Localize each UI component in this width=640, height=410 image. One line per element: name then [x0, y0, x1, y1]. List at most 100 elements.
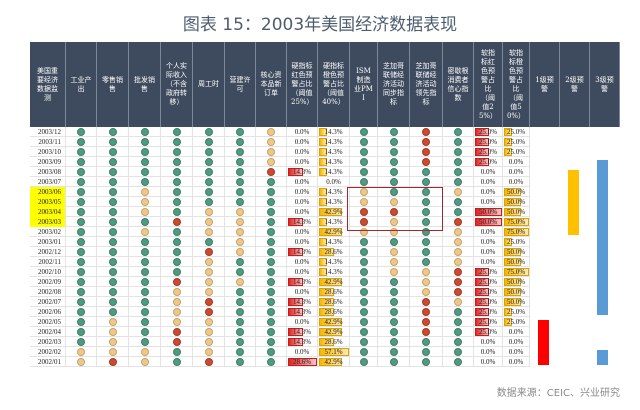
soft-green-dot-icon	[389, 188, 398, 196]
signal-cell	[378, 297, 410, 307]
signal-cell	[350, 187, 378, 197]
data-bar	[475, 328, 489, 336]
hard-orange-dot-icon	[172, 288, 181, 296]
signal-cell	[350, 197, 378, 207]
signal-cell	[66, 227, 97, 237]
percent-value: 14.3%	[324, 268, 343, 276]
soft-orange-cell: 50.0%	[503, 207, 530, 217]
data-bar	[288, 358, 317, 366]
month-label: 2003/10	[30, 147, 66, 157]
signal-cell	[256, 277, 287, 287]
data-bar	[319, 358, 342, 366]
hard-green-dot-icon	[172, 228, 181, 236]
signal-cell	[66, 297, 97, 307]
hard-green-dot-icon	[108, 288, 117, 296]
signal-cell	[129, 247, 161, 257]
signal-cell	[97, 257, 129, 267]
soft-green-dot-icon	[359, 258, 368, 266]
signal-cell	[256, 257, 287, 267]
source-note: 数据来源：CEIC、兴业研究	[496, 388, 620, 399]
soft-green-dot-icon	[422, 208, 430, 216]
hard-red-cell: 14.3%	[287, 247, 318, 257]
percent-value: 14.3%	[292, 278, 312, 286]
signal-cell	[66, 337, 97, 347]
data-bar	[319, 288, 335, 296]
soft-red-cell: 25.0%	[474, 277, 503, 287]
hard-green-dot-icon	[108, 198, 117, 206]
signal-cell	[97, 347, 129, 357]
signal-cell	[256, 287, 287, 297]
hard-green-dot-icon	[77, 158, 85, 166]
percent-value: 14.3%	[292, 308, 312, 316]
signal-cell	[225, 197, 256, 207]
signal-cell	[193, 247, 225, 257]
hard-green-dot-icon	[267, 218, 275, 226]
signal-cell	[161, 287, 193, 297]
percent-value: 14.3%	[324, 188, 343, 196]
signal-cell	[410, 157, 443, 167]
data-bar	[319, 218, 327, 226]
table-row: 2003/03 14.3% 14.3% 50.0% 75.0%	[30, 217, 530, 227]
signal-cell	[350, 157, 378, 167]
soft-green-dot-icon	[389, 308, 398, 316]
signal-cell	[97, 237, 129, 247]
soft-green-dot-icon	[422, 258, 430, 266]
percent-value: 25.0%	[478, 318, 498, 326]
signal-cell	[97, 147, 129, 157]
percent-value: 75.0%	[506, 268, 526, 276]
percent-value: 14.3%	[292, 338, 312, 346]
month-label: 2003/04	[30, 207, 66, 217]
signal-cell	[161, 137, 193, 147]
percent-value: 0.0%	[294, 158, 310, 166]
hard-red-dot-icon	[108, 358, 117, 366]
signal-cell	[66, 137, 97, 147]
hard-green-dot-icon	[140, 178, 149, 186]
soft-orange-cell: 25.0%	[503, 127, 530, 137]
percent-value: 0.0%	[294, 138, 310, 146]
signal-cell	[193, 307, 225, 317]
signal-cell	[443, 357, 474, 367]
soft-orange-dot-icon	[422, 268, 430, 276]
signal-cell	[256, 157, 287, 167]
data-bar	[319, 208, 342, 216]
hard-green-dot-icon	[204, 128, 213, 136]
signal-cell	[129, 227, 161, 237]
percent-value: 0.0%	[480, 248, 496, 256]
signal-cell	[410, 227, 443, 237]
hard-red-dot-icon	[172, 338, 181, 346]
hard-red-cell: 14.3%	[287, 217, 318, 227]
signal-cell	[161, 317, 193, 327]
data-bar	[319, 198, 327, 206]
percent-value: 25.0%	[478, 278, 498, 286]
soft-green-dot-icon	[422, 358, 430, 366]
signal-cell	[97, 177, 129, 187]
hard-green-dot-icon	[140, 318, 149, 326]
soft-green-dot-icon	[422, 238, 430, 246]
hard-green-dot-icon	[77, 218, 85, 226]
percent-value: 28.6%	[324, 298, 343, 306]
percent-value: 28.6%	[324, 308, 343, 316]
signal-cell	[443, 137, 474, 147]
soft-orange-cell: 75.0%	[503, 267, 530, 277]
signal-cell	[193, 167, 225, 177]
soft-red-dot-icon	[422, 138, 430, 146]
soft-green-dot-icon	[389, 128, 398, 136]
signal-cell	[443, 277, 474, 287]
hard-green-dot-icon	[172, 198, 181, 206]
percent-value: 0.0%	[294, 258, 310, 266]
soft-green-dot-icon	[422, 248, 430, 256]
table-row: 2002/08 0.0% 28.6% 25.0% 50.0%	[30, 287, 530, 297]
soft-orange-dot-icon	[454, 298, 462, 306]
signal-cell	[443, 247, 474, 257]
percent-value: 0.0%	[508, 358, 524, 366]
table-body: 2003/12 0.0% 14.3% 25.0% 25.0% 2003/11 0.0% 14.…	[30, 127, 530, 367]
hard-orange-cell: 28.6%	[318, 307, 350, 317]
data-bar	[288, 298, 303, 306]
signal-cell	[97, 197, 129, 207]
hard-green-dot-icon	[236, 168, 244, 176]
signal-cell	[256, 217, 287, 227]
percent-value: 0.0%	[294, 208, 310, 216]
hard-green-dot-icon	[267, 268, 275, 276]
data-bar	[504, 278, 521, 286]
month-label: 2002/11	[30, 257, 66, 267]
